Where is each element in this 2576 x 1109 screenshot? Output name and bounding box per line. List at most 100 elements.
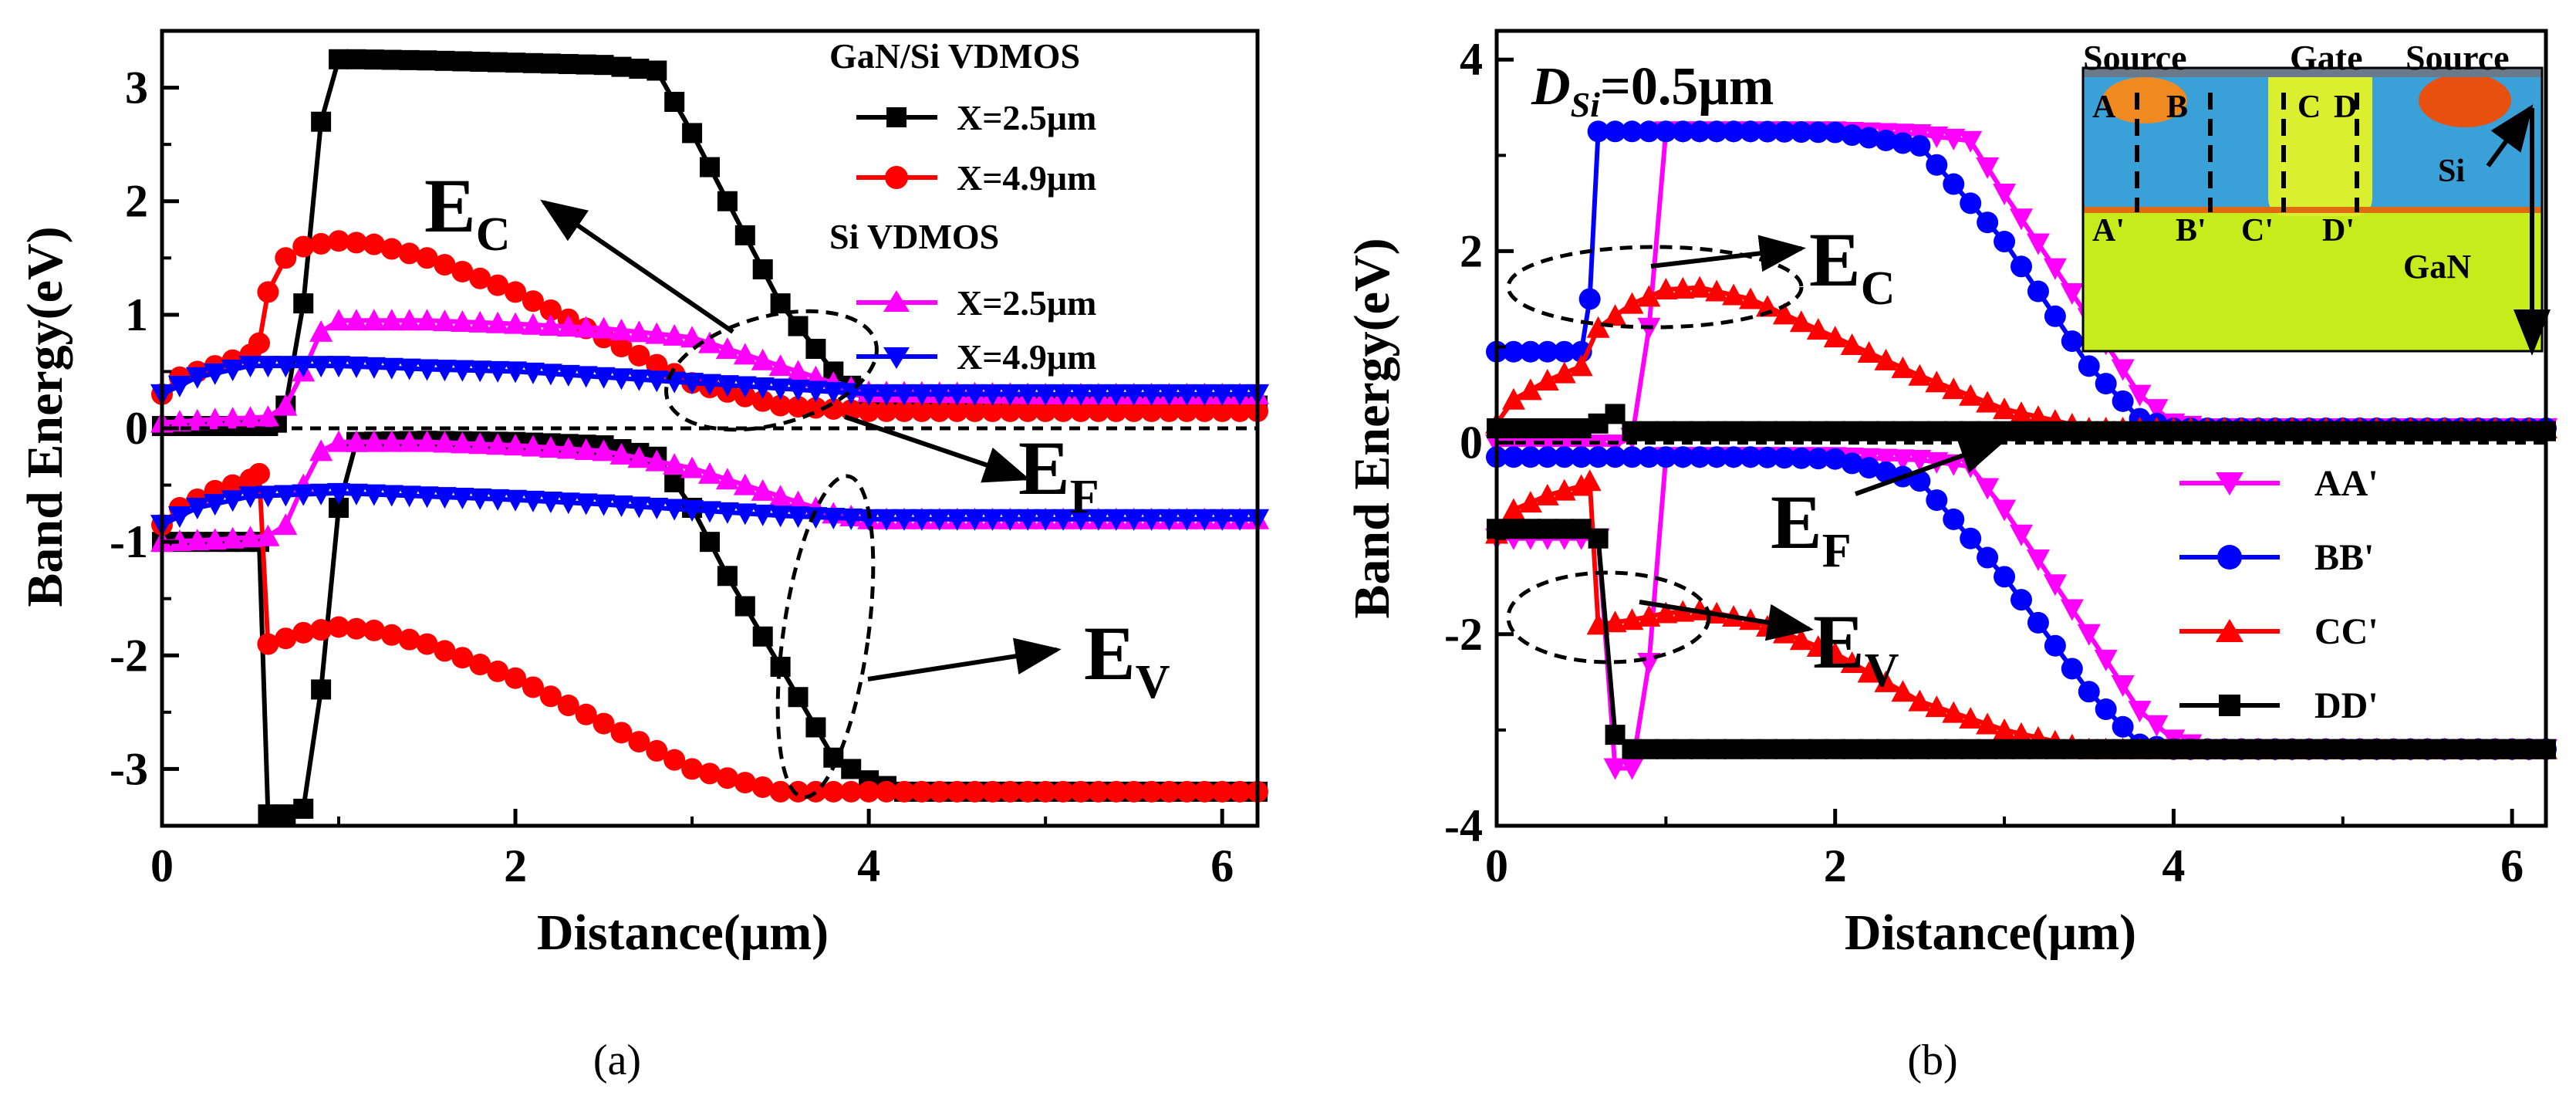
data-point-b-6-45 <box>2248 421 2269 441</box>
data-point-a-2-50 <box>1017 400 1039 422</box>
legend-item-si-2-5[interactable]: X=2.5μm <box>856 283 1096 323</box>
data-point-a-1-9 <box>293 798 314 819</box>
inset-source-left-region <box>2102 77 2187 123</box>
data-point-b-5-9 <box>1620 608 1644 631</box>
data-point-b-2-14 <box>1706 120 1728 143</box>
data-point-a-5-1 <box>167 529 191 552</box>
legend-item-bb[interactable]: BB' <box>2179 537 2374 578</box>
data-point-b-6-36 <box>2095 421 2116 441</box>
data-point-a-6-57 <box>1157 384 1181 406</box>
data-point-a-3-52 <box>1052 780 1075 803</box>
data-point-a-7-56 <box>1139 509 1163 531</box>
data-point-a-7-33 <box>733 503 757 526</box>
data-point-a-3-7 <box>257 633 279 655</box>
data-point-a-5-10 <box>327 430 351 452</box>
data-point-a-4-17 <box>451 309 474 332</box>
data-point-b-6-51 <box>2349 421 2370 441</box>
data-point-a-2-22 <box>522 290 544 313</box>
data-point-a-6-46 <box>963 384 987 406</box>
data-point-a-5-23 <box>556 437 580 459</box>
data-point-a-6-5 <box>238 356 262 378</box>
data-point-b-7-54 <box>2400 739 2421 759</box>
data-point-b-7-23 <box>1875 739 1896 759</box>
data-point-a-1-33 <box>717 566 738 587</box>
data-point-a-2-58 <box>1158 400 1180 422</box>
legend-item-dd[interactable]: DD' <box>2179 685 2378 726</box>
data-point-a-6-6 <box>256 356 280 378</box>
data-point-a-6-26 <box>609 368 633 391</box>
inset-label-si: Si <box>2438 154 2465 189</box>
data-point-b-4-19 <box>1806 318 1830 340</box>
panel-b-axis-ticks: 0 2 4 6 -4 -2 0 2 4 <box>1444 34 2524 891</box>
data-point-a-7-32 <box>715 502 739 524</box>
data-point-b-2-34 <box>2044 305 2066 327</box>
legend-item-cc[interactable]: CC' <box>2179 611 2378 652</box>
data-point-b-3-19 <box>1807 448 1829 470</box>
data-point-b-5-22 <box>1840 651 1864 674</box>
data-point-b-7-1 <box>1503 519 1524 539</box>
panel-a-legend: GaN/Si VDMOS X=2.5μm X=4.9μm Si VDMOS X=… <box>829 36 1096 377</box>
data-point-a-0-25 <box>558 53 579 74</box>
x-tick-label: 2 <box>1824 840 1847 891</box>
data-point-a-7-20 <box>504 489 528 512</box>
arrow-ec-b <box>1650 235 1806 272</box>
data-point-b-7-52 <box>2366 739 2387 759</box>
data-point-a-7-6 <box>256 485 280 508</box>
data-point-b-7-25 <box>1909 739 1930 759</box>
panel-b-plot-frame <box>1494 29 2548 828</box>
data-point-a-7-3 <box>203 494 227 516</box>
data-point-b-6-38 <box>2129 421 2150 441</box>
ellipse-ev-a <box>775 474 876 800</box>
data-point-b-7-18 <box>1791 739 1811 759</box>
data-point-b-6-58 <box>2468 421 2489 441</box>
data-point-a-4-33 <box>733 343 757 365</box>
data-point-b-2-9 <box>1621 120 1643 143</box>
data-point-a-6-59 <box>1193 384 1217 406</box>
legend-item-gan-si-4-9[interactable]: X=4.9μm <box>856 158 1096 198</box>
data-point-b-7-46 <box>2265 739 2286 759</box>
data-point-a-7-9 <box>309 483 333 505</box>
data-point-a-6-51 <box>1052 384 1075 406</box>
panel-b: Source Gate Source A B C D A' B' C' D' S… <box>1344 29 2557 1084</box>
data-point-b-7-11 <box>1673 739 1693 759</box>
data-point-b-2-4 <box>1553 340 1575 363</box>
y-tick-label: 3 <box>125 63 148 113</box>
data-point-b-3-16 <box>1756 446 1778 468</box>
data-point-b-4-18 <box>1789 310 1813 333</box>
data-point-a-2-20 <box>487 274 509 296</box>
data-point-b-7-60 <box>2502 739 2523 759</box>
data-point-a-5-22 <box>538 436 562 458</box>
data-point-a-2-49 <box>999 400 1021 422</box>
data-point-b-7-19 <box>1808 739 1828 759</box>
legend-item-si-4-9[interactable]: X=4.9μm <box>856 337 1096 377</box>
data-point-a-6-11 <box>344 356 368 378</box>
data-point-a-7-13 <box>380 485 403 507</box>
data-point-a-7-5 <box>238 486 262 509</box>
legend-item-aa[interactable]: AA' <box>2179 463 2378 504</box>
inset-gate-trench <box>2268 68 2372 216</box>
legend-item-gan-si-2-5[interactable]: X=2.5μm <box>856 98 1096 137</box>
data-point-a-0-27 <box>593 55 614 76</box>
data-point-a-5-2 <box>185 529 209 551</box>
data-point-b-7-37 <box>2112 739 2133 759</box>
data-point-b-6-42 <box>2197 421 2218 441</box>
data-point-b-2-31 <box>1994 231 2016 253</box>
ellipse-ec-a <box>664 309 879 432</box>
data-point-b-2-36 <box>2078 355 2100 377</box>
data-point-b-5-1 <box>1501 498 1525 520</box>
data-point-b-5-10 <box>1637 604 1661 627</box>
data-point-a-4-32 <box>715 337 739 359</box>
arrow-ec-a <box>540 199 734 334</box>
data-point-a-2-28 <box>628 344 650 367</box>
data-point-a-7-1 <box>167 506 191 529</box>
data-point-a-2-42 <box>876 400 898 422</box>
data-point-a-4-24 <box>574 316 598 338</box>
inset-label-c: C <box>2297 90 2321 125</box>
data-point-a-3-60 <box>1193 780 1216 803</box>
data-point-b-3-26 <box>1926 489 1948 512</box>
data-point-b-6-27 <box>1943 421 1964 441</box>
data-point-a-4-21 <box>521 313 545 335</box>
ellipse-ev-b <box>1506 570 1711 664</box>
inset-heterointerface <box>2083 207 2542 213</box>
